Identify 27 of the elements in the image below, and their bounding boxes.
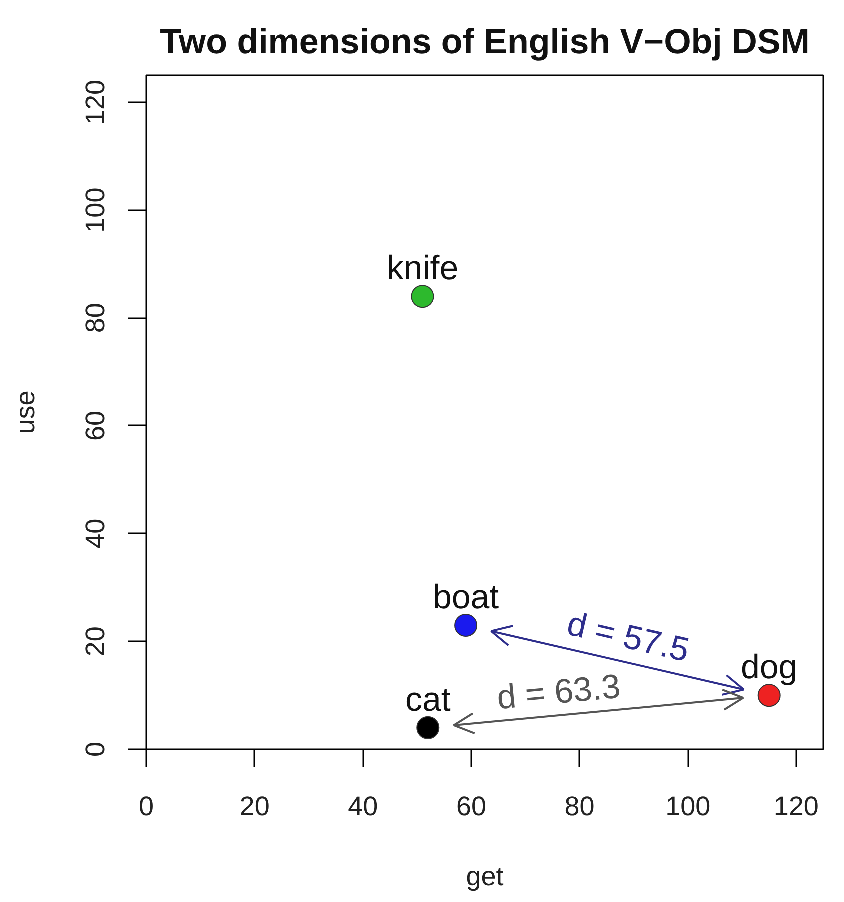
x-tick-label: 60 (456, 792, 486, 822)
y-tick-label: 80 (80, 303, 110, 334)
x-tick-label: 120 (774, 792, 819, 822)
y-tick-label: 40 (80, 518, 110, 549)
x-tick-label: 40 (348, 792, 378, 822)
chart-title: Two dimensions of English V−Obj DSM (160, 22, 810, 62)
annotation: d = 57.5 (564, 604, 693, 670)
x-tick-label: 80 (564, 792, 595, 822)
y-tick-label: 100 (80, 188, 110, 233)
series-label: cat (405, 680, 452, 719)
point (454, 614, 478, 637)
point (758, 684, 781, 708)
x-tick-label: 0 (138, 792, 154, 822)
y-tick-label: 0 (80, 742, 110, 758)
series-label: dog (740, 648, 798, 687)
point (411, 285, 434, 308)
annotation: d = 63.3 (496, 668, 622, 718)
x-tick-label: 20 (240, 792, 270, 822)
series-label: knife (386, 250, 459, 288)
x-tick-label: 100 (666, 792, 711, 822)
y-tick-label: 60 (80, 410, 110, 441)
point (416, 716, 440, 740)
x-axis-title: get (466, 862, 504, 892)
y-tick-label: 120 (80, 80, 110, 125)
series-label: boat (432, 578, 500, 616)
y-axis-title: use (10, 390, 40, 434)
y-tick-label: 20 (80, 626, 110, 657)
